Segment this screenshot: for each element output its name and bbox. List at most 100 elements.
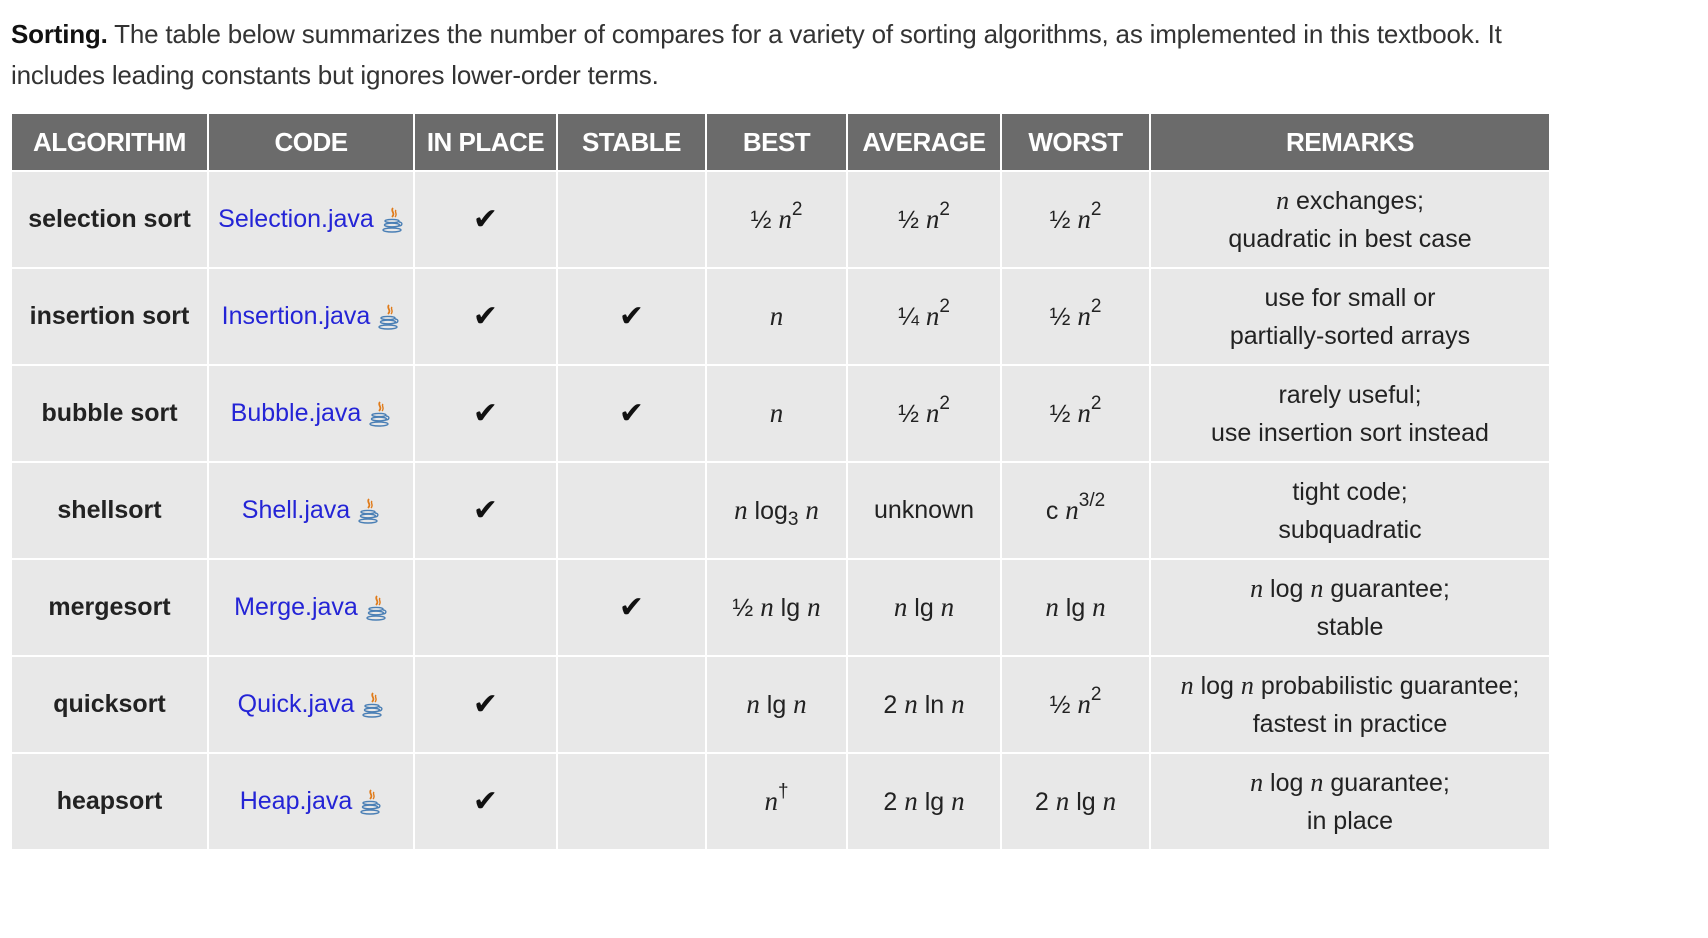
stable-cell: ✔ (557, 365, 707, 463)
math-token: ln (917, 691, 952, 719)
remarks-line: n exchanges; (1151, 182, 1549, 220)
math-token: n (893, 592, 908, 622)
check-mark-icon: ✔ (618, 590, 645, 625)
math-token: n (1092, 592, 1106, 622)
table-body: selection sort Selection.java ✔ ½ n2 ½ n2 ½ n… (12, 171, 1549, 851)
best-case-cell: n† (706, 753, 848, 851)
remarks-line: n log n probabilistic guarantee; (1151, 667, 1549, 705)
code-link[interactable]: Selection.java (218, 204, 374, 233)
best-case-cell: n (706, 268, 848, 366)
code-link[interactable]: Heap.java (239, 786, 353, 815)
math-token: ½ (1049, 400, 1078, 428)
math-token: n (1240, 670, 1254, 700)
check-mark-icon: ✔ (472, 687, 499, 722)
best-case-cell: ½ n2 (706, 171, 848, 269)
math-token: 2 (939, 392, 950, 414)
code-link[interactable]: Merge.java (234, 592, 358, 621)
worst-case-cell: 2 n lg n (1001, 753, 1151, 851)
math-token: tight code; (1292, 477, 1408, 506)
algorithm-name: mergesort (12, 559, 209, 657)
math-token: 2 (791, 198, 803, 220)
remarks-cell: n log n guarantee; in place (1150, 753, 1549, 851)
header-best: BEST (706, 114, 848, 172)
math-token: in place (1306, 806, 1394, 835)
math-token: ¼ (898, 303, 926, 331)
best-case-cell: n log3 n (706, 462, 848, 560)
check-mark-icon: ✔ (472, 202, 499, 237)
remarks-line: use for small or (1151, 279, 1549, 317)
math-token: 2 (1090, 392, 1102, 414)
code-cell: Quick.java (208, 656, 415, 754)
table-row: insertion sort Insertion.java ✔ ✔ n ¼ n2 ½ n2 u… (12, 268, 1549, 366)
math-token: n (1310, 573, 1324, 603)
math-token: n (1310, 767, 1324, 797)
header-row: ALGORITHM CODE IN PLACE STABLE BEST AVER… (12, 114, 1549, 172)
remarks-line: partially-sorted arrays (1151, 317, 1549, 355)
remarks-cell: n log n probabilistic guarantee; fastest … (1150, 656, 1549, 754)
table-row: shellsort Shell.java ✔ n log3 n unknown c n3/… (12, 462, 1549, 560)
math-token: n (734, 495, 748, 525)
math-token: n (1250, 573, 1264, 603)
math-token: ½ (1049, 691, 1078, 719)
math-token: 2 (1034, 788, 1056, 816)
code-link[interactable]: Insertion.java (221, 301, 371, 330)
math-token: n (1055, 786, 1070, 816)
worst-case-cell: n lg n (1001, 559, 1151, 657)
math-token: n (1102, 786, 1117, 816)
math-token: 2 (939, 295, 950, 317)
math-token: use for small or (1264, 283, 1436, 312)
java-coffee-icon (360, 789, 381, 815)
math-token: ½ (1049, 206, 1078, 234)
code-link[interactable]: Quick.java (237, 689, 355, 718)
java-coffee-icon (358, 498, 379, 524)
remarks-cell: n exchanges; quadratic in best case (1150, 171, 1549, 269)
math-token: rarely useful; (1278, 380, 1422, 409)
remarks-cell: n log n guarantee; stable (1150, 559, 1549, 657)
math-token: n (769, 398, 784, 428)
average-case-cell: 2 n lg n (847, 753, 1002, 851)
remarks-line: in place (1151, 802, 1549, 840)
in-place-cell: ✔ (414, 753, 558, 851)
math-token: n (1045, 592, 1059, 622)
header-in-place: IN PLACE (414, 114, 558, 172)
in-place-cell: ✔ (414, 462, 558, 560)
math-token: n (1077, 689, 1091, 719)
remarks-line: use insertion sort instead (1151, 414, 1549, 452)
intro-text: The table below summarizes the number of… (11, 19, 1502, 90)
math-token: n (951, 786, 965, 816)
check-mark-icon: ✔ (618, 396, 645, 431)
math-token: n (807, 592, 821, 622)
header-worst: WORST (1001, 114, 1151, 172)
math-token: n (925, 204, 940, 234)
code-cell: Bubble.java (208, 365, 415, 463)
code-link[interactable]: Bubble.java (230, 398, 362, 427)
math-token: ½ (732, 594, 761, 622)
worst-case-cell: c n3/2 (1001, 462, 1151, 560)
math-token: lg (1058, 594, 1093, 622)
math-token: ½ (750, 206, 779, 234)
average-case-cell: ½ n2 (847, 171, 1002, 269)
check-mark-icon: ✔ (472, 299, 499, 334)
math-token: n (1077, 398, 1091, 428)
code-cell: Shell.java (208, 462, 415, 560)
java-coffee-icon (362, 692, 383, 718)
java-coffee-icon (378, 304, 399, 330)
worst-case-cell: ½ n2 (1001, 268, 1151, 366)
algorithm-name: shellsort (12, 462, 209, 560)
code-link[interactable]: Shell.java (241, 495, 351, 524)
math-token: probabilistic guarantee; (1253, 671, 1520, 700)
check-mark-icon: ✔ (472, 493, 499, 528)
algorithm-name: heapsort (12, 753, 209, 851)
math-token: n (925, 398, 940, 428)
math-token: 2 (883, 691, 905, 719)
best-case-cell: n lg n (706, 656, 848, 754)
math-token: 3 (787, 509, 799, 530)
math-token: n (1077, 301, 1091, 331)
math-token: n (769, 301, 784, 331)
algorithm-name: insertion sort (12, 268, 209, 366)
math-token: n (904, 786, 918, 816)
intro-heading: Sorting. (11, 19, 108, 49)
math-token: n (1077, 204, 1091, 234)
